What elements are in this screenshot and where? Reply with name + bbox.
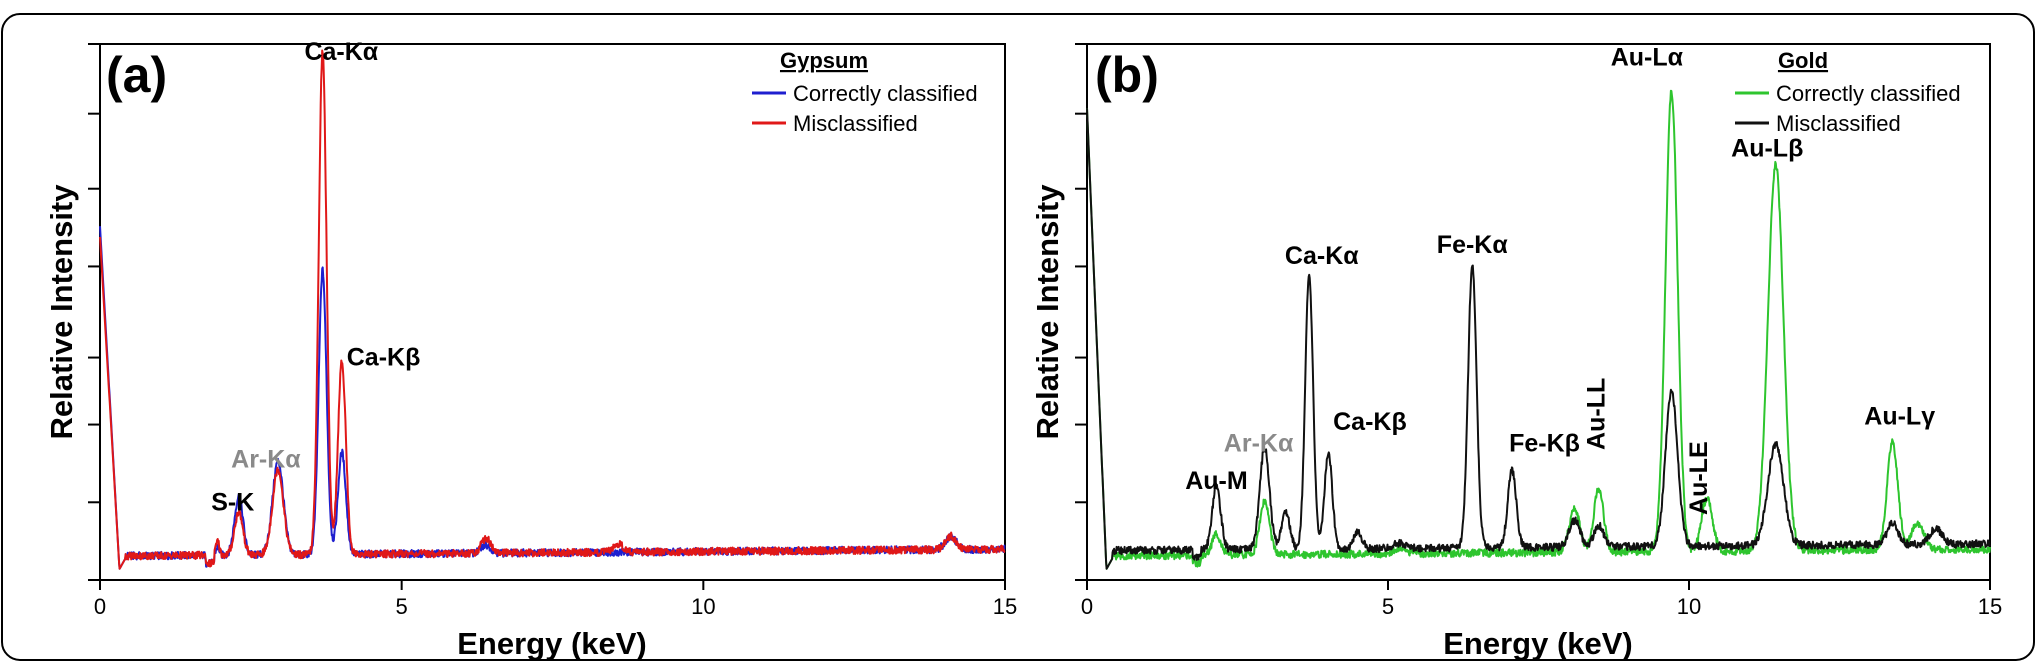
panel-a-peak-label: Ar-Kα [231, 445, 301, 473]
panel-b-x-tick-label: 5 [1382, 594, 1394, 619]
panel-a-legend-title: Gypsum [780, 48, 868, 73]
panel-b-letter: (b) [1095, 47, 1159, 103]
panel-b-plot-area [1086, 43, 1991, 581]
panel-b-peak-labels: Au-Lα Au-Lβ Fe-Kα Ca-Kα Ca-Kβ Fe-Kβ Ar-Kα Au-M A… [1185, 43, 1935, 515]
panel-b-series-lines [1086, 89, 1991, 570]
panel-a-x-axis-title: Energy (keV) [457, 626, 647, 661]
panel-a-peak-label: Ca-Kα [304, 38, 378, 66]
panel-b-x-tick-label: 15 [1978, 594, 2002, 619]
panel-b-peak-label: Ca-Kα [1285, 242, 1359, 270]
panel-b-legend-label-mis: Misclassified [1776, 111, 1901, 136]
panel-a-plot-area [99, 43, 1006, 581]
panel-b-series-line-misclassified [1086, 108, 1991, 570]
panel-b-y-axis-title: Relative Intensity [1030, 184, 1065, 440]
panel-a-legend: Gypsum Correctly classified Misclassifie… [752, 48, 978, 136]
panel-b-legend-title: Gold [1778, 48, 1828, 73]
panel-a-letter: (a) [106, 47, 167, 103]
panel-a-gypsum: 0 5 10 15 Ca-Kα Ca-Kβ Ar-Kα S-K (a) Energy (ke… [44, 38, 1017, 661]
panel-b-peak-label: Au-Lα [1611, 43, 1684, 71]
panel-a-peak-label: Ca-Kβ [347, 344, 421, 372]
panel-b-peak-label: Au-LL [1583, 378, 1611, 450]
panel-b-ticks: 0 5 10 15 [1075, 43, 2002, 619]
panel-a-legend-label-mis: Misclassified [793, 111, 918, 136]
panel-b-legend-label-correct: Correctly classified [1776, 81, 1961, 106]
panel-b-x-tick-label: 0 [1081, 594, 1093, 619]
panel-b-peak-label: Fe-Kβ [1509, 429, 1580, 457]
figure-frame [1, 13, 2035, 661]
panel-b-x-tick-label: 10 [1677, 594, 1701, 619]
panel-b-peak-label: Au-M [1185, 467, 1247, 495]
panel-b-peak-label: Ca-Kβ [1333, 408, 1407, 436]
panel-a-x-tick-label: 0 [94, 594, 106, 619]
panel-b-gold: 0 5 10 15 Au-Lα Au-Lβ Fe-Kα Ca-Kα Ca-Kβ Fe-Kβ Ar-… [1030, 43, 2002, 661]
panel-a-legend-label-correct: Correctly classified [793, 81, 978, 106]
panel-b-series-line-correct [1086, 89, 1991, 570]
panel-b-x-axis-title: Energy (keV) [1443, 626, 1633, 661]
panel-a-series-lines [99, 49, 1006, 570]
panel-a-y-axis-title: Relative Intensity [44, 184, 79, 440]
panel-a-peak-label: S-K [211, 488, 254, 516]
panel-a-ticks: 0 5 10 15 [88, 43, 1017, 619]
panel-b-peak-label: Fe-Kα [1437, 231, 1509, 259]
panel-a-series-line-misclassified [99, 49, 1006, 570]
panel-a-x-tick-label: 10 [691, 594, 715, 619]
panel-b-peak-label: Ar-Kα [1224, 429, 1294, 457]
panel-b-peak-label: Au-Lγ [1864, 403, 1935, 431]
panel-a-x-tick-label: 5 [396, 594, 408, 619]
panel-b-legend: Gold Correctly classified Misclassified [1735, 48, 1961, 136]
panel-b-peak-label: Au-LE [1685, 441, 1713, 515]
panel-a-x-tick-label: 15 [993, 594, 1017, 619]
panel-a-peak-labels: Ca-Kα Ca-Kβ Ar-Kα S-K [211, 38, 420, 516]
panel-b-peak-label: Au-Lβ [1731, 135, 1803, 163]
